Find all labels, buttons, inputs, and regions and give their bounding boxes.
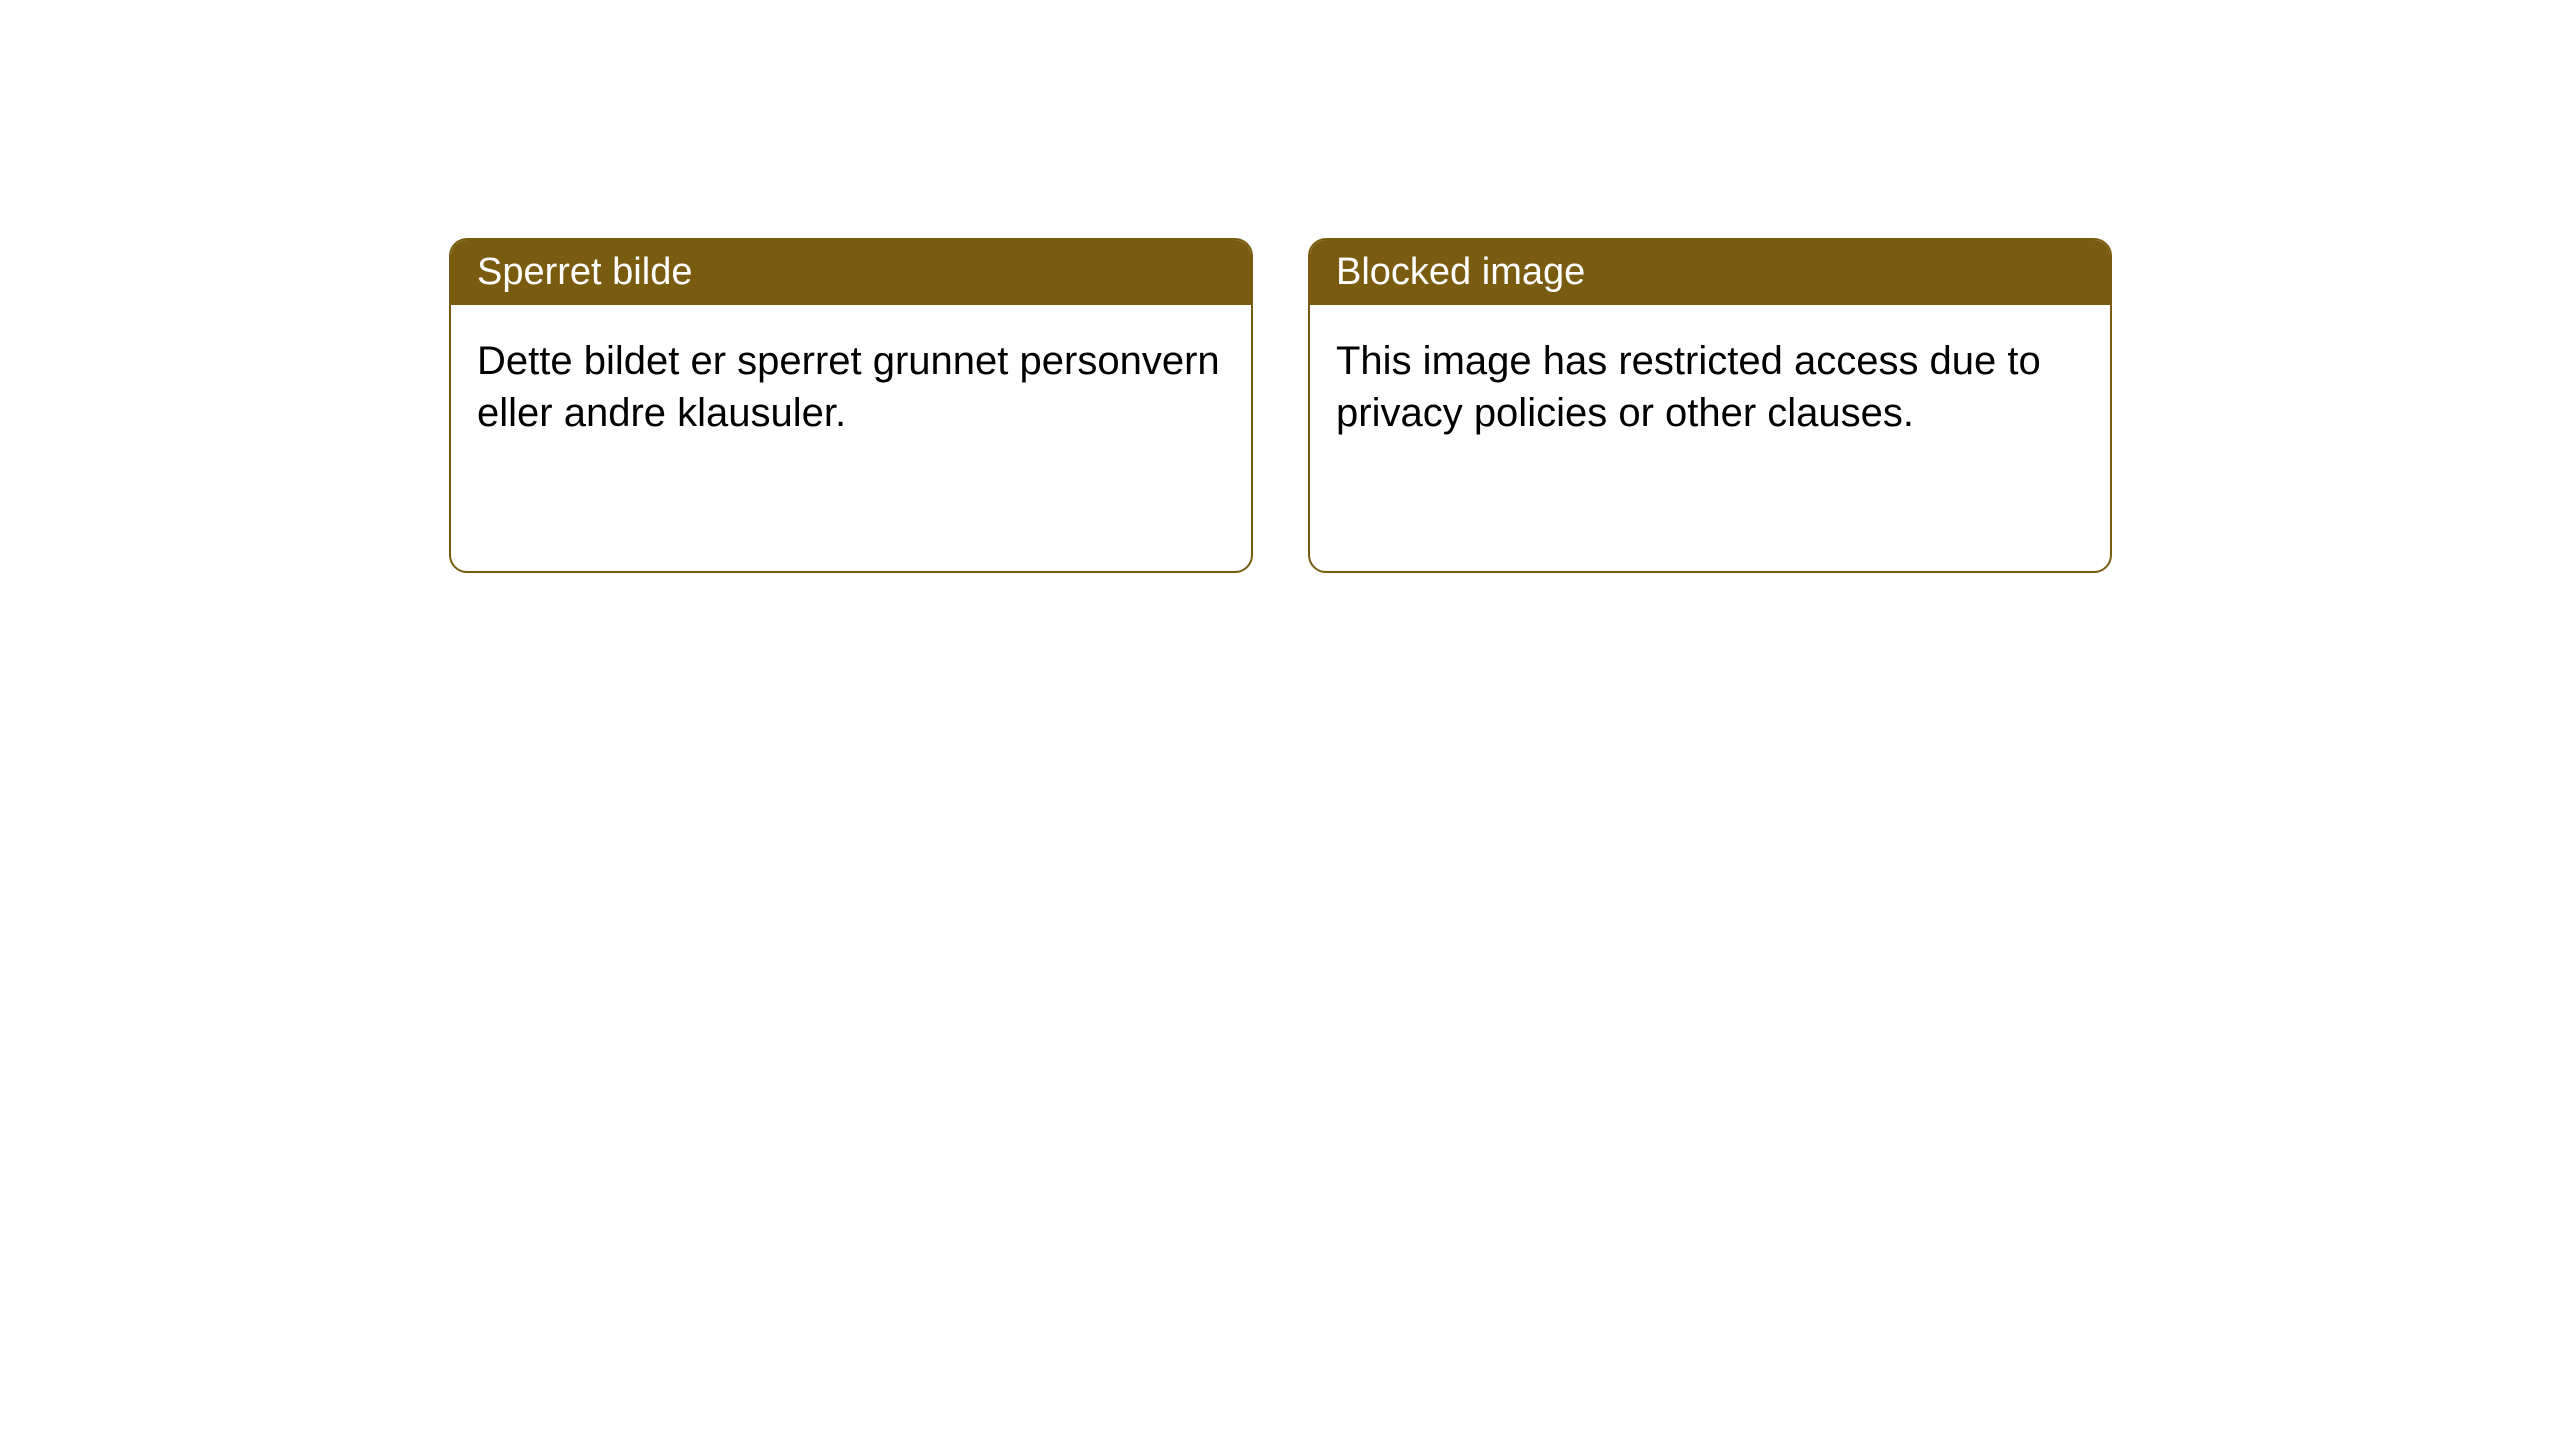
card-title-english: Blocked image	[1336, 251, 1585, 293]
card-header-english: Blocked image	[1310, 240, 2110, 305]
card-body-norwegian: Dette bildet er sperret grunnet personve…	[451, 305, 1251, 469]
card-header-norwegian: Sperret bilde	[451, 240, 1251, 305]
card-text-norwegian: Dette bildet er sperret grunnet personve…	[477, 339, 1220, 435]
card-norwegian: Sperret bilde Dette bildet er sperret gr…	[449, 238, 1253, 573]
card-title-norwegian: Sperret bilde	[477, 251, 692, 293]
card-body-english: This image has restricted access due to …	[1310, 305, 2110, 469]
card-english: Blocked image This image has restricted …	[1308, 238, 2112, 573]
cards-container: Sperret bilde Dette bildet er sperret gr…	[0, 0, 2560, 573]
card-text-english: This image has restricted access due to …	[1336, 339, 2041, 435]
